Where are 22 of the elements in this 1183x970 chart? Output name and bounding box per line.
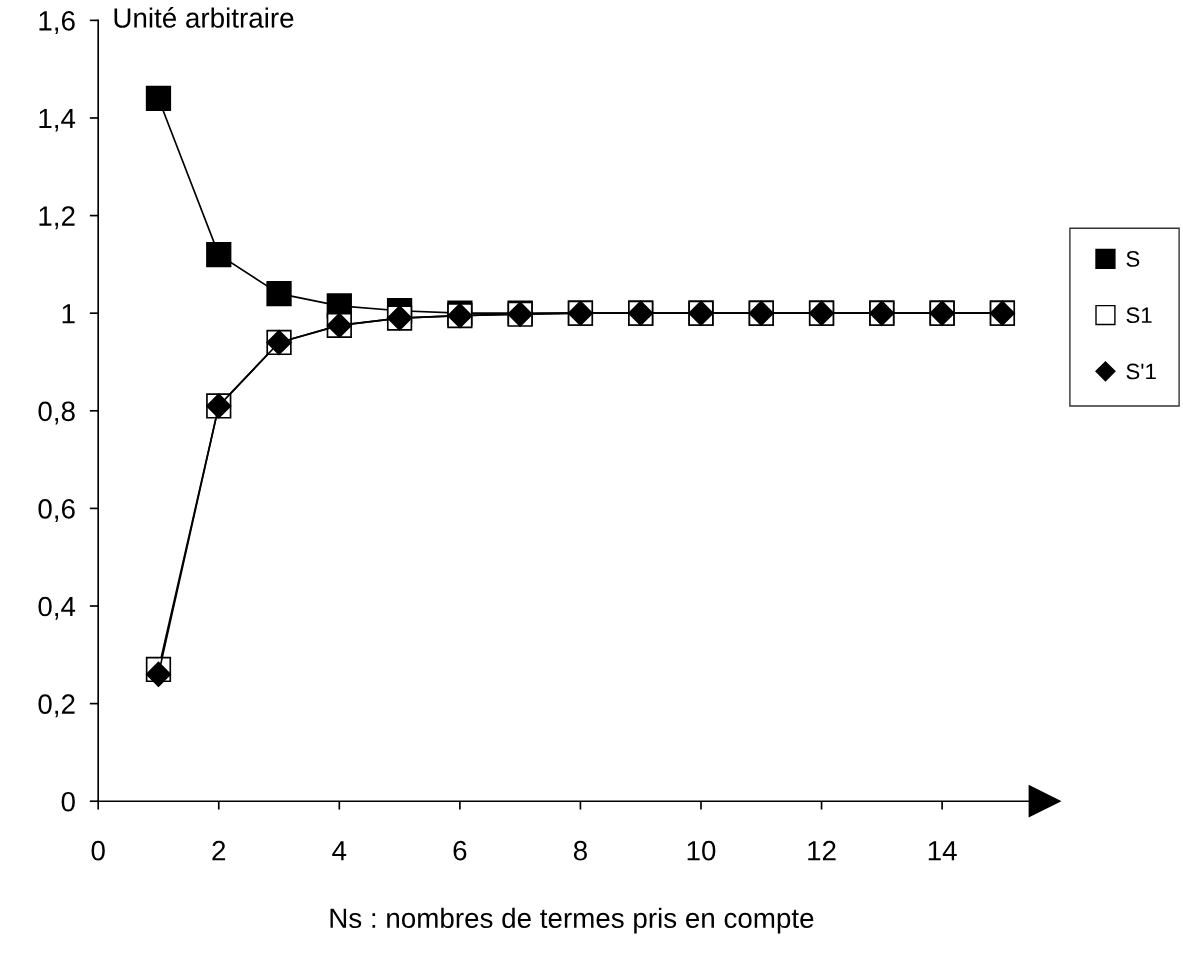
x-tick-label: 6: [453, 840, 467, 861]
x-tick-label: 12: [808, 840, 836, 861]
legend-label: S: [1126, 251, 1140, 267]
y-tick-label: 0: [61, 791, 75, 812]
x-axis-title: Ns : nombres de termes pris en compte: [330, 907, 814, 934]
y-tick-label: 0,8: [38, 401, 75, 425]
legend-label: S1: [1126, 307, 1152, 324]
y-tick-label: 0,6: [38, 499, 75, 523]
x-tick-label: 14: [928, 841, 957, 861]
y-tick-label: 1: [62, 304, 75, 324]
y-tick-label: 1,6: [39, 11, 75, 34]
y-axis-title: Unité arbitraire: [114, 7, 294, 28]
y-tick-label: 1,4: [39, 108, 76, 132]
legend-label: S'1: [1126, 363, 1156, 380]
x-tick-label: 4: [332, 841, 347, 861]
y-tick-label: 1,2: [39, 206, 75, 230]
x-tick-label: 8: [573, 840, 587, 861]
x-tick-label: 10: [687, 840, 716, 861]
y-tick-label: 0,4: [38, 596, 76, 620]
x-tick-label: 0: [91, 840, 105, 861]
x-tick-label: 2: [212, 840, 226, 861]
y-tick-label: 0,2: [38, 694, 75, 718]
